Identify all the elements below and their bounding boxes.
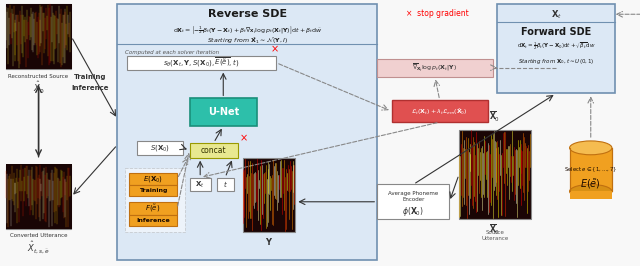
Text: $\hat{X}_{t,s,\tilde{e}}$: $\hat{X}_{t,s,\tilde{e}}$ [27,239,50,255]
Text: $t$: $t$ [223,180,228,189]
Bar [129,215,177,226]
Text: Reconstructed Source: Reconstructed Source [8,74,68,79]
Text: $\overline{\nabla}_{\mathbf{X}_t}\log p_t(\mathbf{X}_t|\mathbf{Y})$: $\overline{\nabla}_{\mathbf{X}_t}\log p_… [412,62,458,73]
Text: $\mathrm{d}\mathbf{X}_t = \left[-\frac{1}{2}\beta_t(\mathbf{Y} - \mathbf{X}_t) +: $\mathrm{d}\mathbf{X}_t = \left[-\frac{1… [173,24,322,36]
Text: $\overline{\mathbf{X}}_0$: $\overline{\mathbf{X}}_0$ [490,223,500,238]
Bar [392,100,488,122]
Text: $F(\tilde{e})$: $F(\tilde{e})$ [145,203,161,214]
Text: $\mathrm{d}\mathbf{X}_t = \frac{1}{2}\beta_t(\mathbf{Y} - \mathbf{X}_0)\mathrm{d: $\mathrm{d}\mathbf{X}_t = \frac{1}{2}\be… [516,40,595,52]
FancyBboxPatch shape [570,191,612,199]
Text: U-Net: U-Net [207,107,239,117]
Bar [137,141,183,155]
Bar [125,168,185,232]
Text: ×  stop gradient: × stop gradient [406,9,468,18]
Text: $s_\theta(\mathbf{X}_t, \mathbf{Y}, S(\mathbf{X}_0), \overline{E(\tilde{e})}, t): $s_\theta(\mathbf{X}_t, \mathbf{Y}, S(\m… [163,56,240,69]
Bar [6,4,71,69]
Text: Computed at each solver iteration: Computed at each solver iteration [125,50,220,55]
Text: Converted Utterance: Converted Utterance [10,233,67,238]
Bar [189,143,237,158]
Text: $\mathbf{X}_t$: $\mathbf{X}_t$ [195,179,205,190]
Text: $\mathbf{Y}$: $\mathbf{Y}$ [265,236,273,247]
Bar [129,185,177,196]
Text: Average Phoneme
Encoder: Average Phoneme Encoder [388,191,438,202]
Text: $\hat{X}_0$: $\hat{X}_0$ [33,80,44,95]
Text: $\overline{\mathbf{X}}_0$: $\overline{\mathbf{X}}_0$ [490,110,500,124]
Bar [189,98,257,126]
Text: $\mathbf{X}_t$: $\mathbf{X}_t$ [550,8,562,20]
Text: ×: × [239,133,248,143]
Bar [6,165,71,229]
Text: Starting from $\hat{\mathbf{X}}_1 \sim \mathcal{N}(\mathbf{Y}, I)$: Starting from $\hat{\mathbf{X}}_1 \sim \… [207,35,288,46]
Bar [189,177,211,191]
Text: $\mathcal{L}_t(\mathbf{X}_t) + \lambda_t \mathcal{L}_{em}(\hat{\mathbf{X}}_0)$: $\mathcal{L}_t(\mathbf{X}_t) + \lambda_t… [412,106,468,117]
Text: $E(\tilde{e})$: $E(\tilde{e})$ [580,177,601,192]
Text: Source
Utterance: Source Utterance [481,230,509,241]
Text: concat: concat [201,146,227,155]
Bar [118,4,377,260]
Text: Forward SDE: Forward SDE [521,27,591,37]
Text: Training: Training [74,74,107,80]
Bar [129,202,177,215]
Bar [377,59,493,77]
Bar [377,184,449,219]
Text: $S(\mathbf{X}_0)$: $S(\mathbf{X}_0)$ [150,143,170,153]
Bar [497,4,615,93]
Text: Starting from $\mathbf{X}_0, t \sim U(0, 1)$: Starting from $\mathbf{X}_0, t \sim U(0,… [518,57,595,66]
Bar [216,177,234,191]
Ellipse shape [570,184,612,198]
Text: Reverse SDE: Reverse SDE [208,9,287,19]
Ellipse shape [570,141,612,155]
Bar [129,173,177,185]
Text: $\phi(\mathbf{X}_0)$: $\phi(\mathbf{X}_0)$ [403,205,424,218]
Text: ×: × [270,44,278,54]
Bar [459,130,531,219]
Bar [127,56,276,70]
Text: $E(\mathbf{X}_0)$: $E(\mathbf{X}_0)$ [143,174,163,184]
Text: Inference: Inference [72,85,109,92]
Bar [243,158,296,232]
Text: Training: Training [139,188,167,193]
FancyBboxPatch shape [570,148,612,191]
Text: Select $e \in \{1, \ldots, 7\}$: Select $e \in \{1, \ldots, 7\}$ [564,165,617,174]
Text: Inference: Inference [136,218,170,223]
